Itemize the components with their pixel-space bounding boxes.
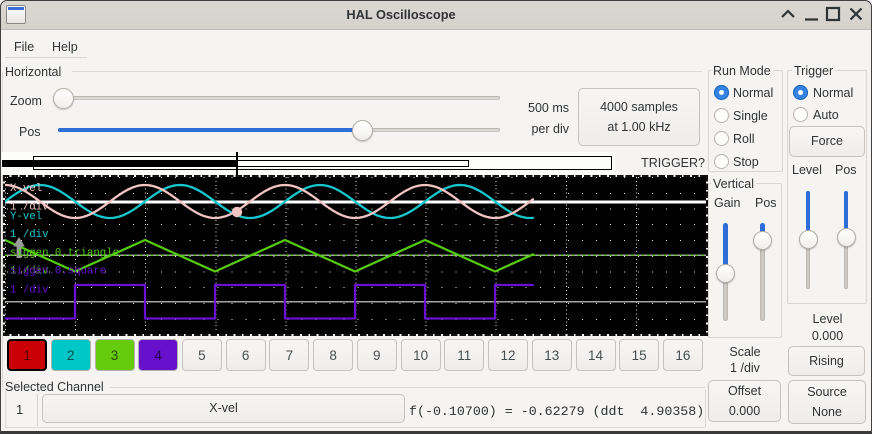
svg-text:1 /div: 1 /div [10,229,49,241]
svg-text:1 /div: 1 /div [10,266,49,278]
svg-text:1 /div: 1 /div [10,285,49,297]
svg-text:siggen.0.square: siggen.0.square [10,266,106,278]
svg-text:siggen.0.triangle: siggen.0.triangle [10,248,119,260]
svg-text:X-vel: X-vel [10,183,42,195]
svg-text:Y-vel: Y-vel [10,211,42,223]
svg-text:1 /div: 1 /div [10,202,49,214]
